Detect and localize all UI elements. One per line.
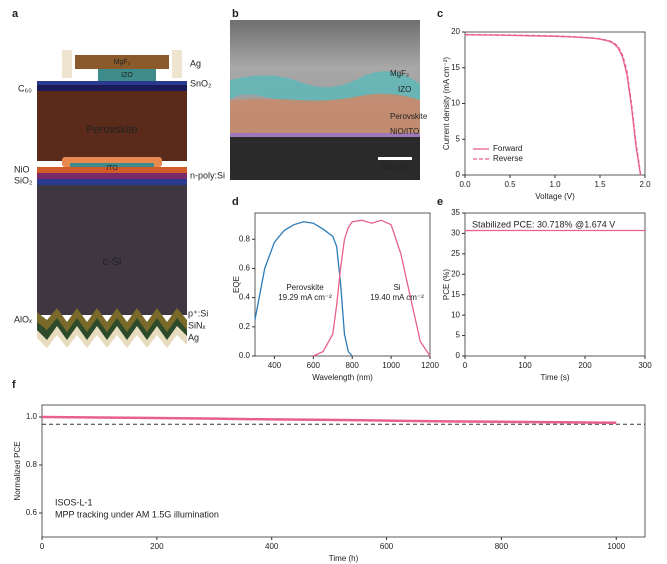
y-axis-label: EQE — [232, 276, 241, 293]
y-tick-label: 30 — [451, 229, 460, 238]
x-tick-label: 0.0 — [459, 180, 471, 189]
x-tick-label: 200 — [578, 361, 592, 370]
x-tick-label: 800 — [346, 361, 360, 370]
plot-frame — [464, 212, 646, 357]
plot-frame — [254, 212, 431, 357]
y-axis-label: PCE (%) — [442, 269, 451, 300]
plot-frame — [464, 31, 646, 176]
annotation: Perovskite — [286, 283, 324, 292]
panel-label: d — [232, 196, 239, 208]
y-tick-label: 5 — [456, 134, 461, 143]
y-axis-label: Current density (mA cm⁻²) — [442, 57, 451, 150]
y-tick-label: 0.0 — [239, 351, 251, 360]
x-axis-label: Voltage (V) — [535, 192, 575, 201]
annotation: Si — [393, 283, 400, 292]
layer-label: IZO — [121, 72, 133, 79]
annotation: 19.40 mA cm⁻² — [370, 293, 424, 302]
image-label: NiO/ITO — [390, 127, 419, 136]
y-axis-label: Normalized PCE — [13, 441, 22, 500]
layer-label: C₆₀ — [18, 83, 32, 93]
image-label: MgF₂ — [390, 69, 409, 78]
y-tick-label: 0.8 — [239, 234, 251, 243]
y-tick-label: 20 — [451, 27, 460, 36]
layer-label: AlOₓ — [14, 314, 32, 324]
x-tick-label: 200 — [150, 542, 164, 551]
layer-label: Perovskite — [86, 124, 137, 136]
y-tick-label: 20 — [451, 269, 460, 278]
y-tick-label: 15 — [451, 63, 460, 72]
diagram-labels: MgF₂ Ag IZO SnO₂ C₆₀ Perovskite NiO ITO … — [14, 58, 225, 342]
x-tick-label: 0.5 — [504, 180, 516, 189]
plot-frame — [41, 404, 646, 538]
layer-label: p⁺:Si — [188, 308, 208, 318]
panel-label: a — [12, 8, 19, 20]
x-tick-label: 800 — [495, 542, 509, 551]
series-line — [464, 34, 642, 176]
y-tick-label: 10 — [451, 310, 460, 319]
x-axis-label: Wavelength (nm) — [312, 373, 373, 382]
x-axis-label: Time (s) — [540, 373, 569, 382]
y-tick-label: 0.6 — [26, 508, 38, 517]
series-line — [464, 33, 642, 174]
y-tick-label: 0.6 — [239, 264, 251, 273]
x-tick-label: 2.0 — [639, 180, 651, 189]
sem-image: MgF₂ IZO Perovskite NiO/ITO 500 nm — [230, 20, 428, 180]
layer-label: MgF₂ — [114, 59, 131, 66]
annotation: Stabilized PCE: 30.718% @1.674 V — [472, 219, 615, 229]
y-tick-label: 0 — [456, 170, 461, 179]
x-tick-label: 1.0 — [549, 180, 561, 189]
y-tick-label: 0.8 — [26, 460, 38, 469]
layer-label: SnO₂ — [190, 78, 212, 88]
y-tick-label: 15 — [451, 290, 460, 299]
series-line — [254, 221, 353, 357]
layer-label: Ag — [190, 58, 201, 68]
annotation: 19.29 mA cm⁻² — [278, 293, 332, 302]
y-tick-label: 0.2 — [239, 322, 251, 331]
x-tick-label: 1000 — [382, 361, 400, 370]
x-axis-label: Time (h) — [329, 554, 359, 563]
x-tick-label: 600 — [380, 542, 394, 551]
layer-label: ITO — [106, 165, 118, 172]
x-tick-label: 100 — [518, 361, 532, 370]
panel-label: e — [437, 196, 443, 208]
legend-label: Reverse — [493, 154, 523, 163]
scale-label: 500 nm — [382, 163, 409, 172]
x-tick-label: 600 — [307, 361, 321, 370]
y-tick-label: 0.4 — [239, 293, 251, 302]
device-diagram — [37, 50, 187, 348]
x-tick-label: 0 — [463, 361, 468, 370]
x-tick-label: 400 — [268, 361, 282, 370]
layer-label: Ag — [188, 332, 199, 342]
x-tick-label: 1200 — [421, 361, 439, 370]
series-line — [313, 219, 431, 357]
y-tick-label: 1.0 — [26, 412, 38, 421]
x-tick-label: 0 — [40, 542, 45, 551]
y-tick-label: 35 — [451, 208, 460, 217]
panel-label: b — [232, 8, 239, 20]
image-label: IZO — [398, 85, 411, 94]
layer-label: SiNₓ — [188, 320, 206, 330]
panel-label: c — [437, 8, 443, 20]
x-tick-label: 1.5 — [594, 180, 606, 189]
x-tick-label: 1000 — [607, 542, 625, 551]
legend-label: Forward — [493, 144, 522, 153]
image-label: Perovskite — [390, 112, 428, 121]
layer-label: n-poly:Si — [190, 170, 225, 180]
layer-label: c-Si — [103, 256, 122, 268]
panel-labels: a b c d e f — [12, 8, 443, 391]
x-tick-label: 400 — [265, 542, 279, 551]
y-tick-label: 5 — [456, 331, 461, 340]
x-tick-label: 300 — [638, 361, 652, 370]
annotation: MPP tracking under AM 1.5G illumination — [55, 509, 219, 519]
series-line — [41, 415, 617, 425]
layer-label: NiO — [14, 164, 30, 174]
layer-label: SiO₂ — [14, 175, 33, 185]
y-tick-label: 25 — [451, 249, 460, 258]
panel-label: f — [12, 379, 16, 391]
y-tick-label: 0 — [456, 351, 461, 360]
y-tick-label: 10 — [451, 99, 460, 108]
annotation: ISOS-L-1 — [55, 497, 93, 507]
